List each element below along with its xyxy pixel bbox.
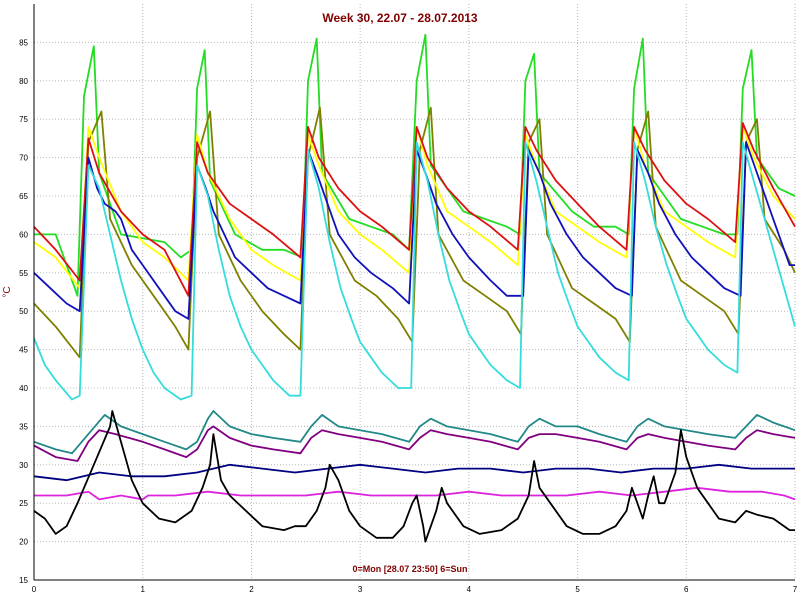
x-tick-label: 4 (467, 585, 472, 594)
y-tick-label: 70 (19, 154, 28, 163)
y-tick-label: 15 (19, 576, 28, 585)
series-line-7 (33, 410, 796, 455)
x-axis-label: 0=Mon [28.07 23:50] 6=Sun (352, 564, 467, 574)
series-line-5 (33, 141, 795, 320)
x-tick-label: 7 (793, 585, 798, 594)
y-tick-label: 75 (19, 115, 28, 124)
chart-title: Week 30, 22.07 - 28.07.2013 (322, 11, 478, 25)
x-tick-labels: 0 1 2 3 4 5 6 7 (32, 585, 798, 594)
series-line-11 (33, 410, 795, 543)
x-tick-label: 2 (249, 585, 254, 594)
y-tick-label: 50 (19, 307, 28, 316)
series-line-10 (34, 486, 796, 501)
series-line-2 (33, 106, 796, 359)
series-line-1 (34, 33, 796, 297)
series-lines (33, 33, 796, 543)
y-tick-label: 55 (19, 269, 28, 278)
x-tick-label: 0 (32, 585, 37, 594)
series-line-8 (33, 425, 796, 462)
y-tick-label: 25 (19, 499, 28, 508)
series-line-9 (33, 463, 795, 482)
y-tick-label: 85 (19, 38, 28, 47)
y-tick-label: 20 (19, 538, 28, 547)
series-line-6 (33, 141, 796, 401)
x-tick-label: 5 (575, 585, 580, 594)
y-tick-label: 80 (19, 77, 28, 86)
x-tick-label: 6 (684, 585, 689, 594)
x-tick-label: 1 (140, 585, 145, 594)
y-axis-label: °C (2, 286, 13, 297)
y-tick-label: 45 (19, 346, 28, 355)
x-tick-label: 3 (358, 585, 363, 594)
y-tick-labels: 15 20 25 30 35 40 45 50 55 60 65 70 75 80 85 (19, 38, 28, 585)
y-tick-label: 35 (19, 422, 28, 431)
y-tick-label: 60 (19, 230, 28, 239)
y-tick-label: 65 (19, 192, 28, 201)
series-line-4 (33, 122, 796, 297)
y-tick-label: 40 (19, 384, 28, 393)
y-tick-label: 30 (19, 461, 28, 470)
